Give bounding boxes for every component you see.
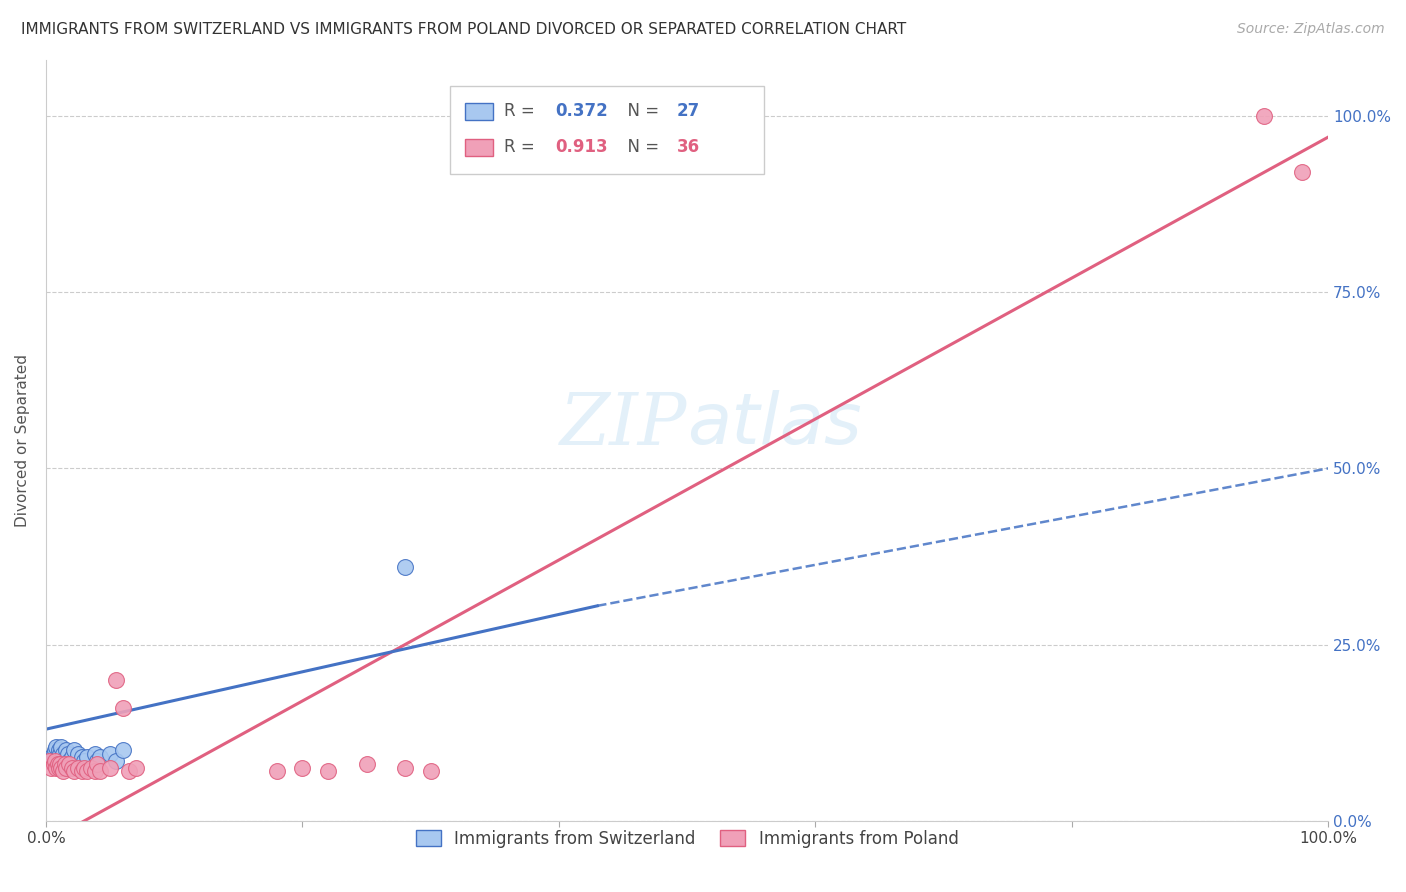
Point <box>60 750 83 764</box>
Point <box>111 701 134 715</box>
Point <box>53 754 76 768</box>
Point <box>70 750 93 764</box>
Point <box>105 754 128 768</box>
Text: 0.372: 0.372 <box>555 103 607 120</box>
Point <box>44 743 66 757</box>
Point <box>89 750 111 764</box>
Point <box>55 743 77 757</box>
Point <box>83 747 105 761</box>
Point <box>111 743 134 757</box>
Text: R =: R = <box>503 138 540 156</box>
Point <box>76 750 98 764</box>
Point <box>1253 109 1275 123</box>
Point <box>63 764 86 779</box>
Text: 0.913: 0.913 <box>555 138 607 156</box>
Point <box>53 757 76 772</box>
Text: ZIP: ZIP <box>560 390 688 460</box>
Point <box>52 764 75 779</box>
Point <box>105 673 128 687</box>
Point <box>46 750 69 764</box>
Point <box>58 757 80 772</box>
Point <box>60 761 83 775</box>
Point <box>66 747 89 761</box>
Point <box>51 761 73 775</box>
Text: 36: 36 <box>676 138 700 156</box>
Point <box>291 761 314 775</box>
Point <box>76 764 98 779</box>
Point <box>125 761 148 775</box>
Point <box>52 747 75 761</box>
Point <box>83 764 105 779</box>
Point <box>45 739 67 754</box>
Text: R =: R = <box>503 103 540 120</box>
Point <box>118 764 141 779</box>
Point <box>63 743 86 757</box>
Point <box>49 757 72 772</box>
Point <box>98 761 121 775</box>
Point <box>356 757 378 772</box>
Point <box>86 754 108 768</box>
Point <box>45 761 67 775</box>
Point <box>80 761 103 775</box>
Point <box>1291 165 1313 179</box>
Point <box>46 757 69 772</box>
Point <box>73 754 96 768</box>
Bar <box>465 139 494 155</box>
Text: IMMIGRANTS FROM SWITZERLAND VS IMMIGRANTS FROM POLAND DIVORCED OR SEPARATED CORR: IMMIGRANTS FROM SWITZERLAND VS IMMIGRANT… <box>21 22 907 37</box>
Point <box>44 754 66 768</box>
Point <box>98 747 121 761</box>
Point <box>316 764 339 779</box>
Point <box>39 750 62 764</box>
Point <box>58 754 80 768</box>
Point <box>42 757 65 772</box>
Point <box>48 743 70 757</box>
Point <box>39 761 62 775</box>
Point <box>394 560 416 574</box>
Text: N =: N = <box>617 103 664 120</box>
FancyBboxPatch shape <box>450 87 763 174</box>
Point <box>49 747 72 761</box>
Point <box>38 754 60 768</box>
Point <box>73 761 96 775</box>
Point <box>419 764 441 779</box>
Point <box>266 764 288 779</box>
Point <box>66 761 89 775</box>
Text: atlas: atlas <box>688 391 862 459</box>
Y-axis label: Divorced or Separated: Divorced or Separated <box>15 354 30 526</box>
Point <box>55 761 77 775</box>
Bar <box>465 103 494 120</box>
Point <box>394 761 416 775</box>
Point <box>42 747 65 761</box>
Point <box>56 747 79 761</box>
Point <box>51 739 73 754</box>
Text: Source: ZipAtlas.com: Source: ZipAtlas.com <box>1237 22 1385 37</box>
Point <box>89 764 111 779</box>
Text: N =: N = <box>617 138 664 156</box>
Legend: Immigrants from Switzerland, Immigrants from Poland: Immigrants from Switzerland, Immigrants … <box>409 823 965 855</box>
Text: 27: 27 <box>676 103 700 120</box>
Point <box>70 764 93 779</box>
Point <box>38 754 60 768</box>
Point <box>86 757 108 772</box>
Point <box>48 761 70 775</box>
